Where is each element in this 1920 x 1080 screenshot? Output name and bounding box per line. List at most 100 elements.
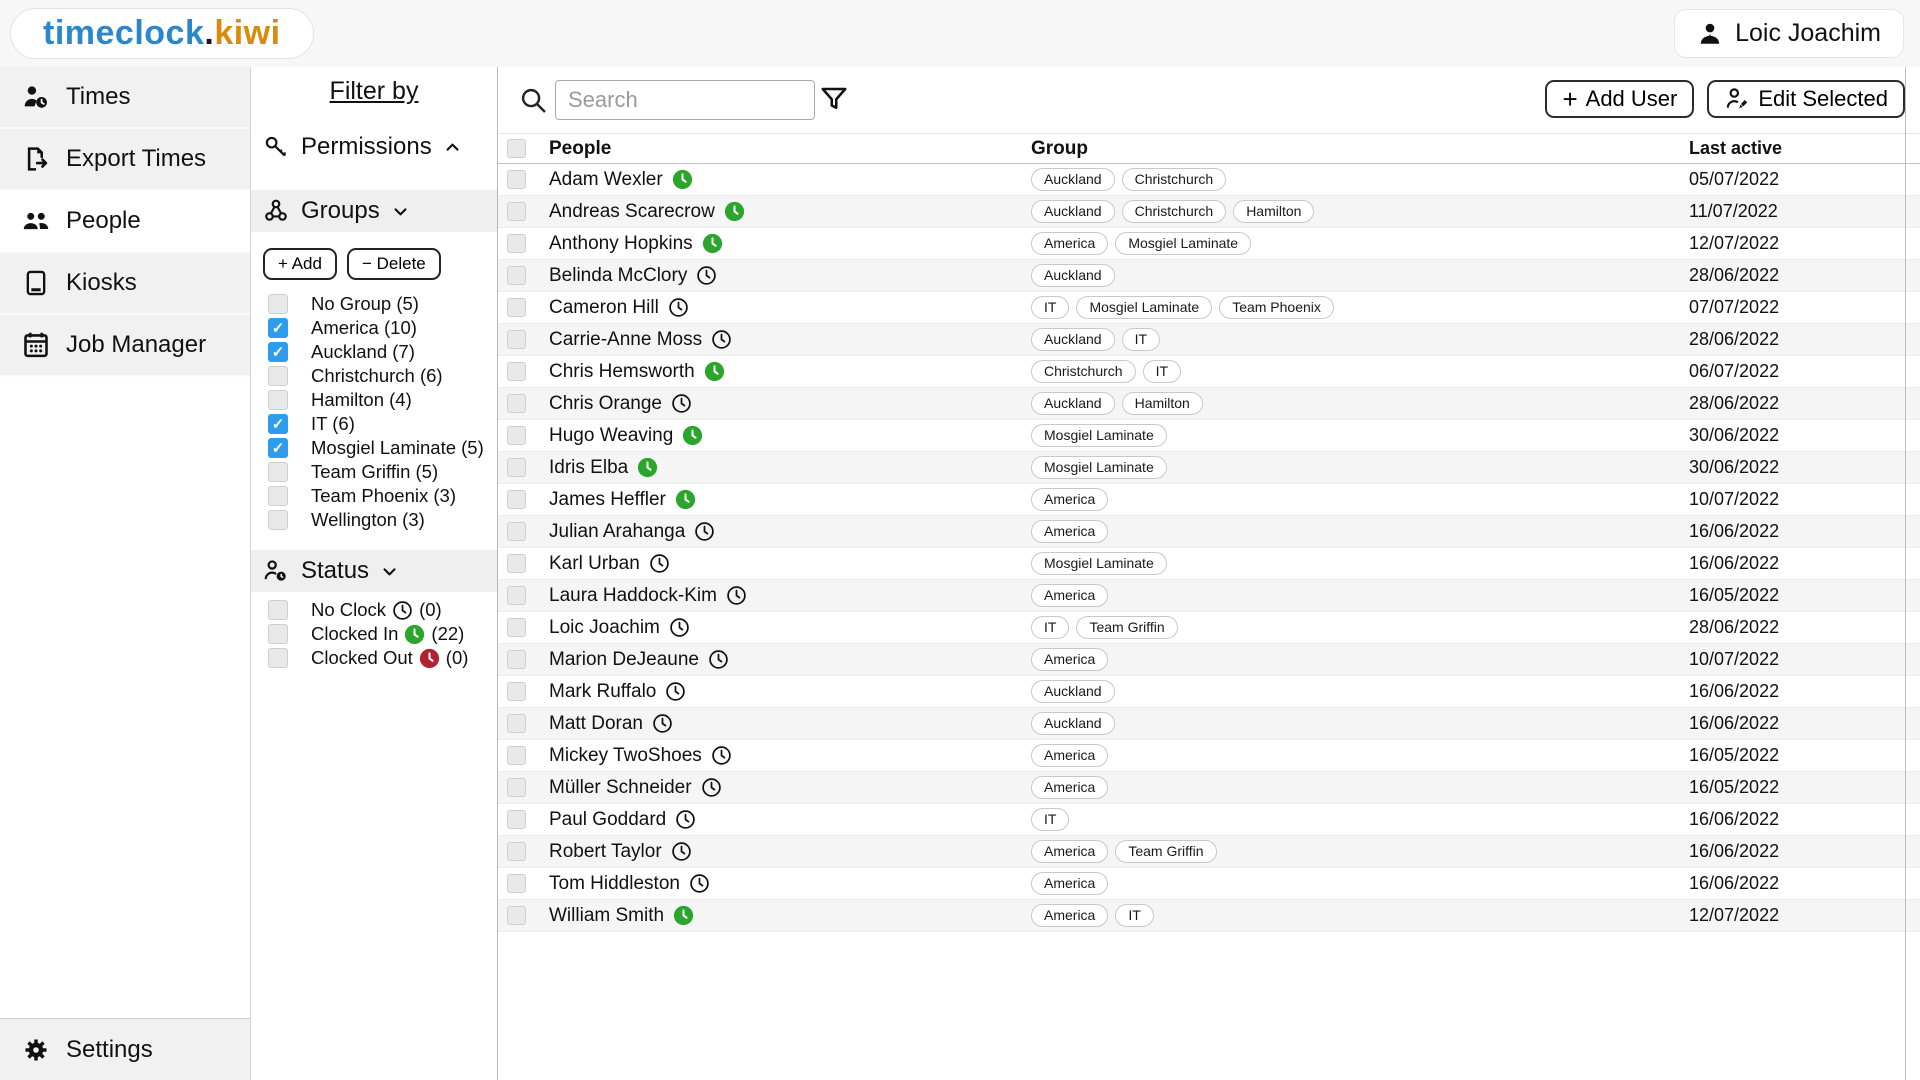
checkbox-checked[interactable]: ✓ (268, 438, 288, 458)
row-checkbox[interactable] (507, 906, 526, 925)
table-row[interactable]: Loic Joachim IT Team Griffin 28/06/2022 (498, 612, 1920, 644)
export-document-icon (22, 145, 50, 173)
row-checkbox[interactable] (507, 586, 526, 605)
table-row[interactable]: Matt Doran Auckland 16/06/2022 (498, 708, 1920, 740)
row-checkbox[interactable] (507, 650, 526, 669)
current-user-menu[interactable]: Loic Joachim (1674, 9, 1904, 58)
select-all-checkbox[interactable] (507, 139, 526, 158)
sidebar-item-times[interactable]: Times (0, 67, 250, 129)
checkbox-checked[interactable]: ✓ (268, 414, 288, 434)
checkbox-checked[interactable]: ✓ (268, 318, 288, 338)
filter-section-status[interactable]: Status (251, 550, 497, 592)
table-row[interactable]: Chris Hemsworth Christchurch IT 06/07/2022 (498, 356, 1920, 388)
sidebar-item-people[interactable]: People (0, 191, 250, 253)
table-row[interactable]: Belinda McClory Auckland 28/06/2022 (498, 260, 1920, 292)
checkbox-unchecked[interactable] (268, 486, 288, 506)
row-checkbox[interactable] (507, 810, 526, 829)
sidebar-item-kiosks[interactable]: Kiosks (0, 253, 250, 315)
filter-section-permissions[interactable]: Permissions (251, 126, 497, 168)
group-filter-team-phoenix[interactable]: Team Phoenix (3) (268, 484, 497, 508)
table-row[interactable]: Marion DeJeaune America 10/07/2022 (498, 644, 1920, 676)
table-row[interactable]: Adam Wexler Auckland Christchurch 05/07/202… (498, 164, 1920, 196)
row-checkbox[interactable] (507, 266, 526, 285)
row-checkbox[interactable] (507, 778, 526, 797)
group-filter-america[interactable]: ✓ America (10) (268, 316, 497, 340)
group-filter-team-griffin[interactable]: Team Griffin (5) (268, 460, 497, 484)
row-checkbox[interactable] (507, 522, 526, 541)
checkbox-unchecked[interactable] (268, 600, 288, 620)
main-content: + Add User Edit Selected People Group La… (498, 67, 1920, 1080)
row-checkbox[interactable] (507, 618, 526, 637)
row-checkbox[interactable] (507, 170, 526, 189)
table-row[interactable]: Robert Taylor America Team Griffin 16/06/20… (498, 836, 1920, 868)
table-row[interactable]: James Heffler America 10/07/2022 (498, 484, 1920, 516)
row-checkbox[interactable] (507, 394, 526, 413)
row-checkbox[interactable] (507, 330, 526, 349)
table-row[interactable]: Chris Orange Auckland Hamilton 28/06/2022 (498, 388, 1920, 420)
row-checkbox[interactable] (507, 234, 526, 253)
checkbox-unchecked[interactable] (268, 366, 288, 386)
app-logo[interactable]: timeclock. kiwi (10, 8, 314, 59)
row-checkbox[interactable] (507, 554, 526, 573)
search-input[interactable] (555, 80, 815, 120)
table-row[interactable]: Cameron Hill IT Mosgiel Laminate Team Phoen… (498, 292, 1920, 324)
table-row[interactable]: Andreas Scarecrow Auckland Christchurch Ham… (498, 196, 1920, 228)
last-active-date: 10/07/2022 (1689, 649, 1780, 669)
checkbox-unchecked[interactable] (268, 462, 288, 482)
checkbox-unchecked[interactable] (268, 294, 288, 314)
table-row[interactable]: Laura Haddock-Kim America 16/05/2022 (498, 580, 1920, 612)
status-filter-no-clock[interactable]: No Clock (0) (268, 598, 497, 622)
table-row[interactable]: Paul Goddard IT 16/06/2022 (498, 804, 1920, 836)
sidebar-item-job-manager[interactable]: Job Manager (0, 315, 250, 377)
filter-section-groups[interactable]: Groups (251, 190, 497, 232)
group-filter-no-group[interactable]: No Group (5) (268, 292, 497, 316)
row-checkbox[interactable] (507, 298, 526, 317)
group-filter-wellington[interactable]: Wellington (3) (268, 508, 497, 532)
status-filter-label: Clocked In (311, 623, 399, 644)
table-row[interactable]: Mark Ruffalo Auckland 16/06/2022 (498, 676, 1920, 708)
status-filter-clocked-in[interactable]: Clocked In (22) (268, 622, 497, 646)
table-row[interactable]: Julian Arahanga America 16/06/2022 (498, 516, 1920, 548)
status-filter-clocked-out[interactable]: Clocked Out (0) (268, 646, 497, 670)
row-checkbox[interactable] (507, 874, 526, 893)
checkbox-unchecked[interactable] (268, 510, 288, 530)
row-checkbox[interactable] (507, 714, 526, 733)
checkbox-checked[interactable]: ✓ (268, 342, 288, 362)
group-filter-auckland[interactable]: ✓ Auckland (7) (268, 340, 497, 364)
table-row[interactable]: Karl Urban Mosgiel Laminate 16/06/2022 (498, 548, 1920, 580)
delete-group-button[interactable]: − Delete (346, 248, 441, 280)
row-checkbox[interactable] (507, 362, 526, 381)
group-filter-it[interactable]: ✓ IT (6) (268, 412, 497, 436)
person-name: Robert Taylor (549, 840, 662, 862)
table-row[interactable]: Carrie-Anne Moss Auckland IT 28/06/2022 (498, 324, 1920, 356)
user-name: Loic Joachim (1735, 19, 1881, 47)
edit-selected-button[interactable]: Edit Selected (1707, 80, 1905, 118)
group-filter-christchurch[interactable]: Christchurch (6) (268, 364, 497, 388)
row-checkbox[interactable] (507, 458, 526, 477)
table-row[interactable]: Müller Schneider America 16/05/2022 (498, 772, 1920, 804)
table-row[interactable]: Hugo Weaving Mosgiel Laminate 30/06/2022 (498, 420, 1920, 452)
last-active-date: 28/06/2022 (1689, 265, 1780, 285)
sidebar-item-settings[interactable]: Settings (0, 1018, 250, 1080)
table-row[interactable]: William Smith America IT 12/07/2022 (498, 900, 1920, 932)
row-checkbox[interactable] (507, 426, 526, 445)
row-checkbox[interactable] (507, 682, 526, 701)
group-filter-hamilton[interactable]: Hamilton (4) (268, 388, 497, 412)
row-checkbox[interactable] (507, 490, 526, 509)
checkbox-unchecked[interactable] (268, 390, 288, 410)
add-group-button[interactable]: + Add (263, 248, 337, 280)
table-row[interactable]: Idris Elba Mosgiel Laminate 30/06/2022 (498, 452, 1920, 484)
row-checkbox[interactable] (507, 746, 526, 765)
group-filter-mosgiel-laminate[interactable]: ✓ Mosgiel Laminate (5) (268, 436, 497, 460)
chevron-down-icon (381, 563, 398, 580)
row-checkbox[interactable] (507, 842, 526, 861)
add-user-button[interactable]: + Add User (1545, 80, 1695, 118)
table-row[interactable]: Mickey TwoShoes America 16/05/2022 (498, 740, 1920, 772)
filter-funnel-icon[interactable] (819, 84, 849, 114)
row-checkbox[interactable] (507, 202, 526, 221)
checkbox-unchecked[interactable] (268, 624, 288, 644)
checkbox-unchecked[interactable] (268, 648, 288, 668)
table-row[interactable]: Anthony Hopkins America Mosgiel Laminate 12… (498, 228, 1920, 260)
table-row[interactable]: Tom Hiddleston America 16/06/2022 (498, 868, 1920, 900)
sidebar-item-export-times[interactable]: Export Times (0, 129, 250, 191)
